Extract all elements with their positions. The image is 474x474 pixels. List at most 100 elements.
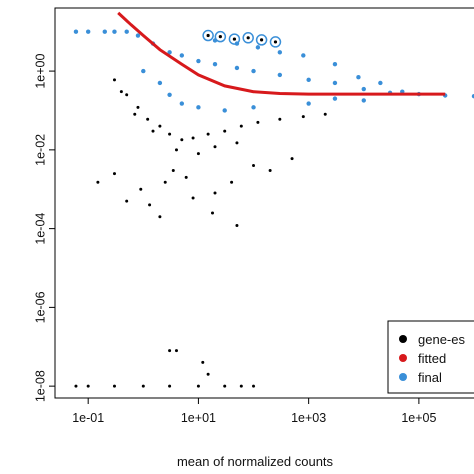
gene-estimate-point — [210, 211, 214, 215]
final-point — [85, 29, 91, 34]
legend-swatch-fitted — [399, 354, 407, 362]
y-tick-label: 1e+00 — [33, 53, 47, 88]
y-axis: 1e+00 1e-02 1e-04 1e-06 1e-08 — [33, 53, 55, 402]
gene-estimate-point — [133, 112, 137, 116]
final-point — [251, 105, 256, 110]
outlier-ring — [228, 33, 241, 45]
gene-estimate-point — [180, 138, 184, 142]
gene-estimate-point — [235, 224, 239, 228]
gene-estimate-point — [223, 129, 227, 133]
final-point — [167, 92, 172, 98]
final-point — [222, 108, 227, 113]
gene-estimate-point — [141, 384, 145, 388]
final-point — [234, 65, 240, 71]
gene-estimate-point — [86, 384, 90, 388]
final-point — [356, 74, 361, 80]
gene-estimate-point — [139, 187, 143, 191]
x-tick-label: 1e+05 — [401, 411, 436, 425]
y-tick-label: 1e-04 — [33, 213, 47, 245]
gene-estimate-point — [168, 132, 172, 136]
gene-estimate-point — [191, 196, 195, 200]
gene-estimate-point — [151, 129, 155, 133]
outlier-ring — [269, 36, 282, 48]
gene-estimate-point — [174, 349, 178, 353]
gene-estimate-point — [191, 136, 195, 140]
gene-estimate-point — [112, 78, 116, 82]
fitted-line — [117, 11, 446, 96]
gene-estimate-point — [268, 168, 272, 172]
gene-estimate-point — [235, 141, 239, 145]
gene-estimate-point — [174, 148, 178, 152]
gene-estimate-point — [256, 120, 260, 124]
final-point — [135, 33, 141, 38]
final-point — [73, 29, 79, 34]
outlier-points — [202, 29, 282, 48]
gene-estimate-point — [239, 124, 243, 128]
final-point — [277, 72, 283, 78]
gene-estimate-point — [196, 384, 200, 388]
gene-estimate-point — [239, 384, 243, 388]
gene-estimate-point — [201, 360, 205, 364]
final-point — [141, 68, 146, 74]
gene-estimate-point — [168, 384, 172, 388]
gene-estimate-point — [323, 112, 327, 116]
outlier-ring — [242, 32, 254, 44]
legend-label-gene-es: gene-es — [418, 332, 465, 347]
final-point — [112, 29, 117, 34]
gene-estimate-point — [206, 132, 210, 136]
final-point — [301, 53, 306, 58]
gene-estimate-point — [146, 117, 150, 121]
gene-estimate-point — [171, 168, 175, 172]
final-point — [471, 94, 474, 99]
outlier-point — [259, 38, 264, 42]
gene-estimate-point — [290, 157, 294, 161]
plot-border — [54, 7, 474, 399]
gene-estimate-point — [148, 203, 152, 207]
gene-estimate-point — [168, 349, 172, 353]
final-point — [167, 50, 172, 55]
legend-swatch-final — [399, 373, 407, 381]
final-point — [306, 101, 311, 106]
outlier-point — [273, 40, 278, 44]
final-point — [255, 45, 261, 50]
outlier-point — [206, 33, 210, 38]
final-point — [378, 80, 383, 86]
final-point — [102, 29, 107, 34]
final-point — [212, 61, 218, 67]
x-tick-label: 1e+01 — [181, 411, 216, 425]
legend-label-final: final — [418, 370, 442, 385]
final-point — [361, 98, 366, 103]
final-point — [124, 29, 129, 34]
final-point — [179, 101, 185, 106]
legend-label-fitted: fitted — [418, 351, 446, 366]
x-axis: 1e-01 1e+01 1e+03 1e+05 — [72, 398, 436, 425]
y-tick-label: 1e-08 — [33, 370, 47, 402]
gene-estimate-point — [119, 90, 123, 94]
final-point — [306, 77, 311, 83]
final-point — [179, 53, 185, 58]
outlier-point — [232, 37, 237, 41]
gene-estimate-point — [96, 180, 100, 184]
gene-estimate-point — [125, 199, 129, 203]
final-point — [157, 80, 163, 86]
gene-estimate-point — [213, 145, 217, 149]
gene-estimate-point — [223, 384, 227, 388]
final-point — [277, 50, 283, 55]
y-tick-label: 1e-02 — [33, 134, 47, 166]
plot-area — [54, 7, 474, 399]
x-tick-label: 1e-01 — [72, 411, 104, 425]
final-point — [332, 80, 338, 86]
legend: gene-es fitted final — [387, 320, 474, 394]
outlier-point — [218, 35, 222, 39]
gene-estimate-point — [206, 372, 210, 376]
final-point — [332, 96, 338, 101]
gene-estimate-point — [136, 105, 140, 109]
gene-estimate-point — [213, 191, 217, 195]
gene-estimate-point — [184, 175, 188, 179]
y-tick-label: 1e-06 — [33, 291, 47, 323]
gene-estimate-point — [252, 384, 256, 388]
gene-estimate-point — [112, 172, 116, 176]
outlier-point — [246, 36, 250, 40]
gene-estimate-point — [252, 164, 256, 168]
